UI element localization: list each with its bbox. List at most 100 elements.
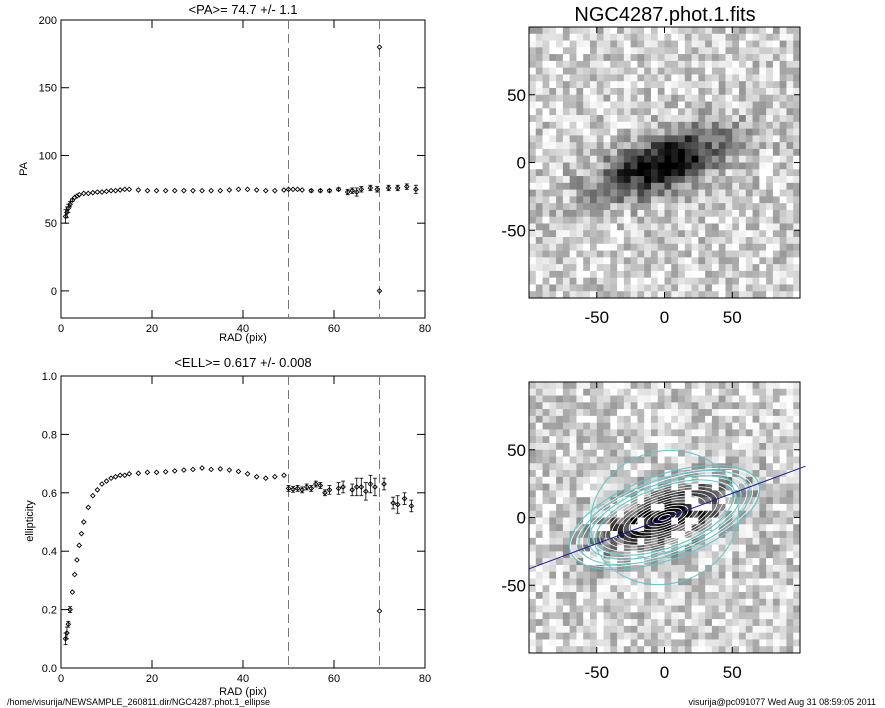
- image-pixel: [779, 176, 787, 184]
- image-pixel: [793, 67, 801, 75]
- image-pixel: [549, 196, 557, 204]
- image-pixel: [698, 422, 706, 430]
- image-pixel: [650, 87, 659, 96]
- image-pixel: [657, 223, 665, 231]
- image-pixel: [583, 537, 591, 545]
- image-pixel: [772, 632, 780, 640]
- image-pixel: [610, 155, 618, 163]
- image-pixel: [650, 250, 659, 258]
- image-pixel: [671, 47, 679, 55]
- image-pixel: [732, 237, 740, 245]
- image-pixel: [644, 598, 652, 606]
- image-pixel: [576, 67, 584, 75]
- image-pixel: [623, 121, 631, 129]
- image-pixel: [739, 388, 747, 396]
- image-pixel: [589, 564, 598, 572]
- image-pixel: [739, 121, 747, 129]
- image-pixel: [711, 456, 719, 464]
- image-pixel: [569, 243, 577, 251]
- image-pixel: [671, 189, 679, 197]
- y-tick-label: 0.2: [42, 605, 57, 617]
- image-pixel: [766, 456, 774, 464]
- data-point: [67, 606, 73, 613]
- image-pixel: [739, 402, 747, 410]
- image-pixel: [664, 209, 672, 218]
- image-pixel: [556, 598, 564, 606]
- image-pixel: [644, 182, 652, 190]
- image-pixel: [793, 203, 801, 211]
- image-pixel: [644, 216, 652, 224]
- image-pixel: [644, 503, 652, 512]
- image-pixel: [562, 264, 570, 272]
- y-tick-label: 0: [517, 509, 526, 528]
- data-point: [381, 481, 387, 487]
- image-pixel: [793, 169, 801, 177]
- image-pixel: [752, 605, 760, 613]
- image-pixel: [732, 257, 740, 265]
- data-point: [108, 475, 114, 482]
- image-pixel: [739, 115, 747, 123]
- image-pixel: [698, 142, 706, 150]
- image-pixel: [684, 142, 692, 150]
- image-pixel: [664, 497, 672, 505]
- image-pixel: [576, 270, 584, 278]
- image-pixel: [678, 128, 686, 136]
- image-pixel: [705, 605, 713, 613]
- image-pixel: [779, 415, 787, 423]
- isophote-ellipse: [628, 498, 701, 537]
- image-pixel: [745, 40, 753, 48]
- image-pixel: [623, 162, 631, 170]
- image-pixel: [684, 291, 692, 299]
- image-pixel: [576, 646, 584, 654]
- data-point: [235, 468, 242, 475]
- ell-ylabel: ellipticity: [24, 500, 36, 542]
- image-pixel: [596, 277, 604, 285]
- image-pixel: [705, 101, 713, 109]
- image-pixel: [745, 237, 753, 245]
- image-pixel: [623, 510, 631, 518]
- image-pixel: [569, 510, 577, 518]
- image-pixel: [576, 503, 584, 512]
- image-pixel: [535, 176, 543, 184]
- image-pixel: [711, 605, 719, 613]
- image-pixel: [562, 101, 570, 109]
- image-pixel: [542, 436, 550, 444]
- image-pixel: [610, 619, 618, 627]
- image-pixel: [589, 94, 598, 102]
- image-pixel: [630, 115, 638, 123]
- image-pixel: [732, 33, 740, 41]
- image-pixel: [678, 264, 686, 272]
- image-pixel: [569, 291, 577, 299]
- image-pixel: [684, 571, 692, 579]
- image-pixel: [603, 216, 611, 224]
- data-point: [335, 186, 342, 193]
- image-pixel: [786, 148, 794, 157]
- image-pixel: [569, 578, 577, 586]
- image-pixel: [556, 270, 564, 278]
- image-pixel: [793, 382, 801, 390]
- image-pixel: [569, 60, 577, 68]
- image-pixel: [556, 517, 564, 525]
- image-pixel: [786, 436, 794, 444]
- image-pixel: [698, 598, 706, 606]
- image-pixel: [542, 47, 550, 55]
- image-pixel: [529, 243, 537, 251]
- image-pixel: [766, 558, 774, 566]
- image-pixel: [698, 257, 706, 265]
- image-pixel: [793, 115, 801, 123]
- image-pixel: [725, 291, 733, 299]
- image-pixel: [535, 463, 543, 471]
- image-pixel: [596, 422, 604, 430]
- image-pixel: [623, 612, 631, 620]
- image-pixel: [725, 243, 733, 251]
- image-pixel: [718, 196, 726, 204]
- image-pixel: [596, 264, 604, 272]
- image-pixel: [630, 284, 638, 292]
- image-pixel: [535, 476, 543, 484]
- image-pixel: [752, 537, 760, 545]
- image-pixel: [617, 395, 625, 403]
- image-pixel: [732, 402, 740, 410]
- image-pixel: [698, 537, 706, 545]
- image-pixel: [637, 33, 645, 41]
- image-pixel: [752, 237, 760, 245]
